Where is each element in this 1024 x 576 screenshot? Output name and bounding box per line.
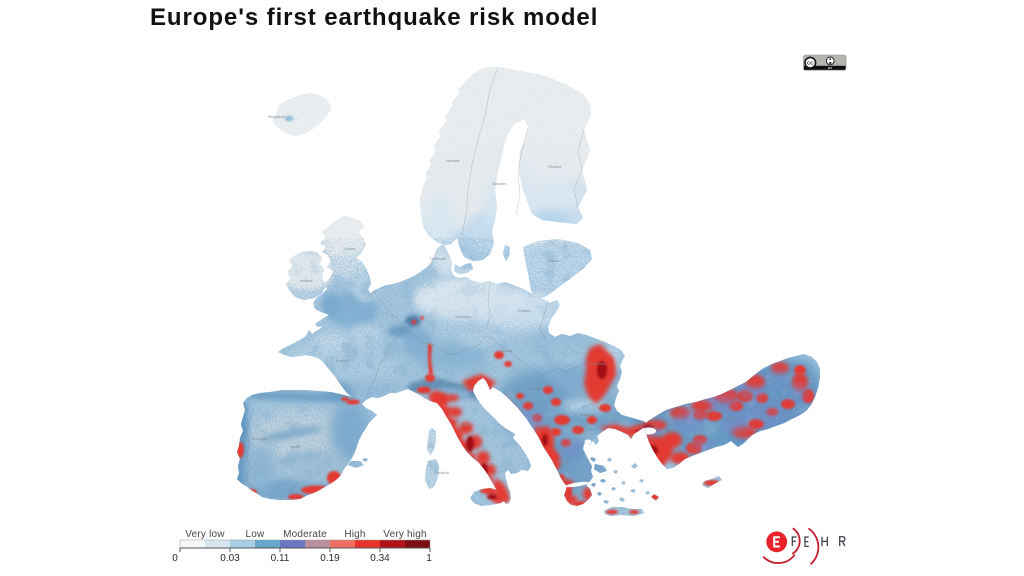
svg-text:Ireland: Ireland xyxy=(300,278,312,283)
svg-text:Finland: Finland xyxy=(548,164,561,169)
svg-text:Italy: Italy xyxy=(462,422,469,427)
svg-text:Reykjavik: Reykjavik xyxy=(268,114,285,119)
svg-text:High: High xyxy=(344,529,365,540)
svg-text:Germany: Germany xyxy=(455,314,471,319)
svg-text:Sweden: Sweden xyxy=(492,181,506,186)
svg-text:France: France xyxy=(336,358,349,363)
svg-text:Denmark: Denmark xyxy=(430,256,446,261)
svg-text:Moderate: Moderate xyxy=(283,529,327,540)
svg-text:BY: BY xyxy=(828,66,832,70)
svg-text:0: 0 xyxy=(172,553,178,564)
svg-text:0.03: 0.03 xyxy=(220,553,240,564)
svg-text:0.19: 0.19 xyxy=(320,553,340,564)
svg-text:Serbia: Serbia xyxy=(530,386,542,391)
svg-text:1: 1 xyxy=(426,553,432,564)
svg-text:United: United xyxy=(344,246,356,251)
svg-text:0.34: 0.34 xyxy=(370,553,390,564)
svg-text:Low: Low xyxy=(246,529,266,540)
svg-text:0.11: 0.11 xyxy=(271,553,290,564)
svg-text:Romania: Romania xyxy=(590,361,607,366)
svg-text:Latvia: Latvia xyxy=(548,258,559,263)
svg-text:Very low: Very low xyxy=(185,529,225,540)
svg-text:Portugal: Portugal xyxy=(252,436,267,441)
svg-text:CC: CC xyxy=(807,61,814,67)
svg-text:Norway: Norway xyxy=(446,158,460,163)
svg-text:Turkey: Turkey xyxy=(726,416,738,421)
svg-text:Greece: Greece xyxy=(556,458,570,463)
svg-text:Poland: Poland xyxy=(518,308,530,313)
svg-text:Bulgaria: Bulgaria xyxy=(580,412,595,417)
svg-text:Sardinia: Sardinia xyxy=(434,470,449,475)
svg-text:Very high: Very high xyxy=(383,529,427,540)
svg-text:Spain: Spain xyxy=(290,444,300,449)
svg-text:Austria: Austria xyxy=(500,348,513,353)
